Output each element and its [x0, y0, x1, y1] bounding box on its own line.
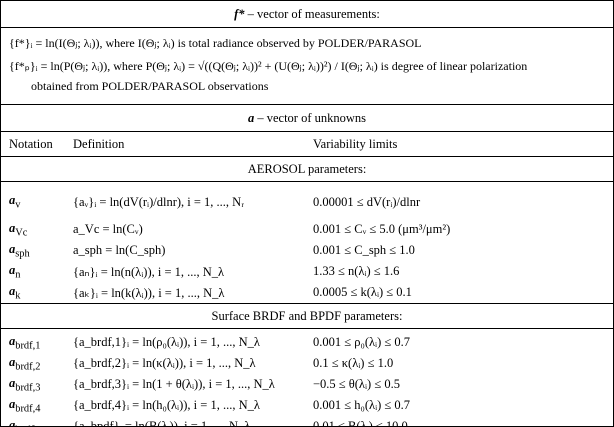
table-row: abrdf,3 {a_brdf,3}ᵢ = ln(1 + θ(λᵢ)), i = … — [1, 374, 613, 395]
definition: {a_brdf,3}ᵢ = ln(1 + θ(λᵢ)), i = 1, ...,… — [73, 377, 275, 391]
notation-subscript: v — [15, 199, 21, 211]
notation-subscript: Vc — [15, 227, 28, 239]
notation: aVc — [1, 221, 73, 239]
title-text: – vector of unknowns — [254, 111, 367, 125]
notation-symbol: a — [9, 354, 16, 369]
limits: 0.001 ≤ C_sph ≤ 1.0 — [313, 243, 415, 257]
limits: 0.001 ≤ ρ₀(λᵢ) ≤ 0.7 — [313, 335, 410, 349]
notation-subscript: brdf,1 — [15, 340, 41, 352]
notation: an — [1, 263, 73, 281]
notation-subscript: brdf,2 — [15, 361, 41, 373]
notation-subscript: n — [15, 269, 21, 281]
notation-symbol: a — [9, 417, 16, 427]
limits: 0.001 ≤ h₀(λᵢ) ≤ 0.7 — [313, 398, 411, 412]
notation-symbol: a — [9, 220, 16, 235]
limits: 1.33 ≤ n(λᵢ) ≤ 1.6 — [313, 264, 400, 278]
notation-symbol: a — [9, 396, 16, 411]
table-row: an {aₙ}ᵢ = ln(n(λᵢ)), i = 1, ..., N_λ 1.33… — [1, 261, 613, 282]
equation-line: {f*ₚ}ᵢ = ln(P(Θⱼ; λᵢ)), where P(Θⱼ; λᵢ) … — [9, 59, 528, 73]
definition: {a_brdf,1}ᵢ = ln(ρ₀(λᵢ)), i = 1, ..., N_… — [73, 335, 260, 349]
table-row: abpdf{a_bpdf}ᵢ = ln(B(λᵢ)), i = 1, ..., … — [1, 416, 613, 427]
notation: abrdf,4 — [1, 397, 73, 415]
section-title: a – vector of unknowns — [1, 105, 613, 132]
measurements: {f*}ᵢ = ln(I(Θⱼ; λᵢ)), where I(Θⱼ; λᵢ) i… — [1, 28, 613, 105]
notation-symbol: a — [9, 333, 16, 348]
notation: abpdf — [1, 417, 73, 427]
table-row: abrdf,4 {a_brdf,4}ᵢ = ln(h₀(λᵢ)), i = 1, … — [1, 395, 613, 416]
definition: {aᵥ}ᵢ = ln(dV(rᵢ)/dlnr), i = 1, ..., Nᵣ — [73, 194, 245, 209]
notation-symbol: a — [9, 375, 16, 390]
table-row: av {aᵥ}ᵢ = ln(dV(rᵢ)/dlnr), i = 1, ..., N… — [1, 185, 613, 219]
table-row: abrdf,1 {a_brdf,1}ᵢ = ln(ρ₀(λᵢ)), i = 1, … — [1, 332, 613, 353]
notation: av — [1, 193, 73, 211]
header-cell: Notation — [9, 136, 53, 151]
table-row: ak {aₖ}ᵢ = ln(k(λᵢ)), i = 1, ..., N_λ 0.00… — [1, 282, 613, 303]
limits: 0.001 ≤ Cᵥ ≤ 5.0 (μm³/μm²) — [313, 222, 451, 236]
definition: a_sph = ln(C_sph) — [73, 243, 166, 257]
notation: abrdf,2 — [1, 355, 73, 373]
limits: 0.00001 ≤ dV(rᵢ)/dlnr — [313, 194, 421, 209]
definition: {aₙ}ᵢ = ln(n(λᵢ)), i = 1, ..., N_λ — [73, 264, 225, 279]
section-title: f* – vector of measurements: — [1, 1, 613, 28]
group-title: Surface BRDF and BPDF parameters: — [1, 303, 613, 329]
notation-subscript: k — [15, 290, 21, 302]
notation-subscript: sph — [15, 248, 30, 260]
notation: ak — [1, 284, 73, 302]
notation-symbol: a — [9, 241, 16, 256]
notation-symbol: a — [9, 193, 16, 208]
definition: a_Vc = ln(Cᵥ) — [73, 222, 143, 236]
notation: asph — [1, 242, 73, 260]
notation-subscript: bpdf — [15, 424, 34, 426]
limits: −0.5 ≤ θ(λᵢ) ≤ 0.5 — [313, 377, 400, 391]
definition: {aₖ}ᵢ = ln(k(λᵢ)), i = 1, ..., N_λ — [73, 285, 225, 300]
notation-symbol: a — [9, 283, 16, 298]
limits: 0.1 ≤ κ(λᵢ) ≤ 1.0 — [313, 356, 394, 370]
table-row: asph a_sph = ln(C_sph) 0.001 ≤ C_sph ≤ 1.0 — [1, 240, 613, 261]
header-cell: Variability limits — [313, 136, 398, 151]
title-text: – vector of measurements: — [244, 7, 380, 21]
limits: 0.01 ≤ B(λᵢ) ≤ 10.0 — [313, 419, 408, 427]
notation: abrdf,1 — [1, 334, 73, 352]
notation: abrdf,3 — [1, 376, 73, 394]
group-title: AEROSOL parameters: — [1, 157, 613, 182]
equation-line: obtained from POLDER/PARASOL observation… — [31, 79, 269, 93]
notation-subscript: brdf,3 — [15, 382, 41, 394]
limits: 0.0005 ≤ k(λᵢ) ≤ 0.1 — [313, 285, 412, 299]
header-cell: Definition — [73, 136, 125, 151]
definition: {a_brdf,2}ᵢ = ln(κ(λᵢ)), i = 1, ..., N_λ — [73, 356, 256, 370]
title-symbol: a — [247, 111, 255, 125]
header-row: Notation Definition Variability limits — [1, 132, 613, 157]
definition: {a_bpdf}ᵢ = ln(B(λᵢ)), i = 1, ..., N_λ — [73, 419, 251, 427]
notation-symbol: a — [9, 262, 16, 277]
table-row: abrdf,2 {a_brdf,2}ᵢ = ln(κ(λᵢ)), i = 1, .… — [1, 353, 613, 374]
title-symbol: f* — [234, 7, 245, 21]
notation-subscript: brdf,4 — [15, 403, 41, 415]
equation-line: {f*}ᵢ = ln(I(Θⱼ; λᵢ)), where I(Θⱼ; λᵢ) i… — [9, 36, 422, 50]
definition: {a_brdf,4}ᵢ = ln(h₀(λᵢ)), i = 1, ..., N_… — [73, 398, 260, 412]
table-row: aVc a_Vc = ln(Cᵥ) 0.001 ≤ Cᵥ ≤ 5.0 (μm³/μm… — [1, 219, 613, 240]
